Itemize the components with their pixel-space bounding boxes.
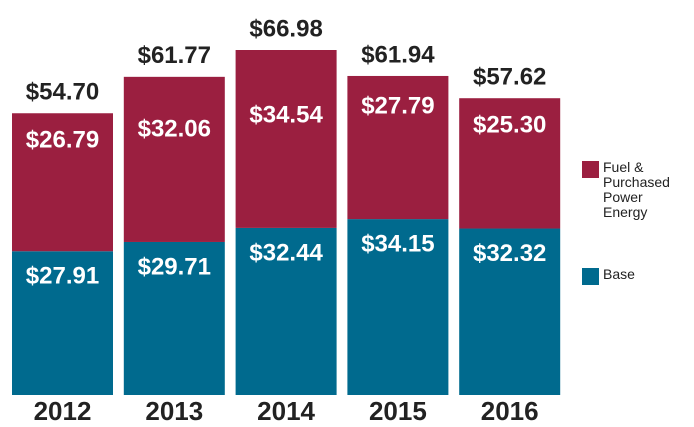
value-label: $25.30	[473, 112, 546, 139]
legend-item: Fuel & Purchased Power Energy	[582, 160, 675, 220]
total-label: $61.94	[361, 41, 435, 68]
legend-item: Base	[582, 267, 675, 285]
legend-label: Fuel & Purchased Power Energy	[603, 159, 670, 220]
bar-segment	[459, 228, 561, 395]
x-tick-label: 2016	[481, 396, 539, 426]
bar-segment	[123, 76, 225, 242]
value-label: $32.32	[473, 240, 546, 267]
value-label: $34.54	[249, 101, 323, 128]
value-label: $27.91	[26, 263, 99, 290]
total-label: $54.70	[26, 79, 99, 106]
value-label: $27.79	[361, 92, 434, 119]
bar-segment	[12, 251, 113, 395]
legend-swatch	[582, 268, 599, 285]
total-label: $61.77	[138, 42, 211, 69]
x-tick-label: 2012	[34, 396, 92, 426]
value-label: $32.44	[249, 239, 323, 266]
x-tick-label: 2013	[145, 396, 203, 426]
bar-segment	[459, 98, 561, 229]
legend-label: Base	[603, 266, 635, 282]
bar-segment	[347, 219, 449, 395]
value-label: $26.79	[26, 127, 99, 154]
total-label: $57.62	[473, 64, 546, 91]
x-tick-label: 2014	[257, 396, 315, 426]
legend-swatch	[582, 161, 599, 178]
total-label: $66.98	[249, 15, 322, 42]
bar-segment	[12, 113, 113, 252]
bar-segment	[235, 50, 337, 228]
bar-segment	[235, 227, 337, 395]
value-label: $32.06	[138, 115, 211, 142]
value-label: $34.15	[361, 230, 434, 257]
x-tick-label: 2015	[369, 396, 427, 426]
bar-segment	[123, 241, 225, 395]
value-label: $29.71	[138, 253, 211, 280]
bar-segment	[347, 75, 449, 220]
